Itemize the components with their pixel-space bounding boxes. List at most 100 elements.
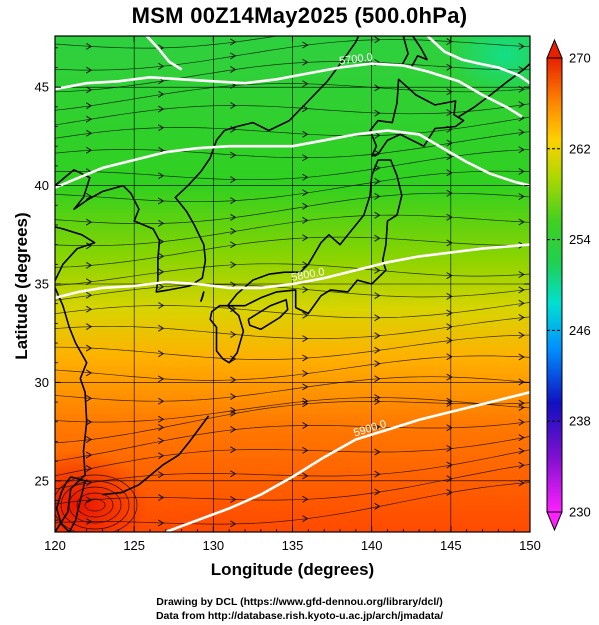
- streamline-arrow: [230, 305, 237, 313]
- streamline-arrow: [518, 146, 525, 154]
- x-tick-label: 120: [44, 538, 66, 553]
- streamline-arrow: [230, 393, 237, 400]
- streamline-arrow: [158, 415, 165, 423]
- streamline-arrow: [374, 398, 381, 405]
- streamline-arrow: [518, 101, 525, 108]
- streamline-arrow: [230, 102, 237, 109]
- streamline: [55, 131, 530, 159]
- streamline-arrow: [374, 488, 381, 496]
- streamline-arrow: [374, 211, 381, 219]
- streamline-arrow: [519, 18, 524, 24]
- streamline-arrow: [85, 193, 93, 200]
- streamline-arrow: [302, 80, 309, 88]
- streamline-arrow: [85, 218, 93, 226]
- streamline-arrow: [85, 146, 93, 154]
- streamline-arrow: [302, 397, 309, 405]
- streamline-arrow: [446, 239, 453, 247]
- y-tick-label: 40: [35, 178, 49, 193]
- streamline-arrow: [446, 400, 453, 407]
- streamline-swirl: [76, 492, 114, 518]
- streamline-arrow: [518, 286, 525, 294]
- streamline: [55, 83, 530, 111]
- streamline-arrow: [85, 344, 93, 352]
- streamline-arrow: [446, 424, 453, 432]
- streamline-arrow: [85, 436, 93, 443]
- streamline-arrow: [230, 355, 237, 363]
- streamline-arrow: [446, 272, 453, 279]
- streamline-arrow: [446, 38, 453, 45]
- streamline-arrow: [230, 66, 237, 73]
- streamline-arrow: [518, 218, 525, 226]
- streamline-arrow: [447, 15, 452, 21]
- streamline-arrow: [302, 58, 309, 66]
- streamline-arrow: [230, 407, 237, 414]
- streamline-arrow: [158, 172, 165, 180]
- contour-line: [55, 62, 523, 118]
- streamline-arrow: [158, 452, 165, 460]
- streamline-arrow: [158, 90, 165, 98]
- streamline-arrow: [518, 314, 525, 321]
- streamline-arrow: [158, 375, 165, 383]
- streamline-arrow: [85, 305, 93, 313]
- credit-data: Data from http://database.rish.kyoto-u.a…: [155, 610, 444, 622]
- streamline-arrow: [518, 168, 525, 175]
- streamline-arrow: [446, 293, 453, 300]
- streamline-arrow: [518, 434, 525, 441]
- x-tick-label: 130: [202, 538, 224, 553]
- contour-label: 5700.0: [339, 51, 374, 67]
- coastline-china-coast: [55, 226, 96, 532]
- streamline-arrow: [374, 314, 381, 322]
- streamline-arrow: [302, 515, 309, 522]
- colorbar-top-arrow: [546, 38, 563, 59]
- streamline-arrow: [446, 109, 453, 116]
- streamline-arrow: [85, 465, 93, 472]
- streamline-arrow: [446, 323, 453, 331]
- streamline-arrow: [374, 375, 381, 383]
- x-tick-label: 140: [361, 538, 383, 553]
- streamline-arrow: [230, 470, 237, 478]
- streamline-arrow: [230, 410, 237, 417]
- streamline-arrow: [446, 213, 453, 221]
- chart-title: MSM 00Z14May2025 (500.0hPa): [131, 3, 468, 28]
- coastlines: [55, 36, 530, 532]
- streamline: [55, 482, 530, 525]
- streamline-arrow: [446, 461, 453, 469]
- streamline-arrow: [518, 193, 525, 200]
- streamline-arrow: [374, 267, 381, 274]
- streamline-arrow: [303, 28, 308, 34]
- streamline-arrow: [85, 418, 93, 426]
- streamline-arrow: [85, 86, 93, 94]
- streamline-arrow: [230, 52, 237, 60]
- streamline-arrow: [85, 518, 93, 525]
- streamline-arrow: [302, 173, 309, 181]
- streamline-arrow: [230, 176, 237, 183]
- coastline-taiwan: [55, 476, 86, 532]
- streamline: [55, 103, 530, 126]
- y-axis-label: Latitude (degrees): [12, 212, 31, 360]
- streamline-arrow: [518, 378, 525, 386]
- streamline-arrow: [158, 519, 165, 527]
- streamline-arrow: [302, 217, 309, 224]
- contour-line: [55, 243, 530, 300]
- streamline-arrow: [230, 376, 237, 384]
- streamline-arrow: [85, 129, 93, 137]
- streamline-arrow: [158, 62, 165, 70]
- coastline-honshu: [226, 159, 403, 315]
- streamline-arrow: [230, 331, 237, 338]
- streamline-arrow: [302, 354, 309, 362]
- streamline-arrow: [446, 373, 453, 381]
- streamline-arrow: [85, 369, 93, 377]
- streamline-arrow: [374, 132, 381, 139]
- streamline: [55, 36, 279, 49]
- streamline-arrow: [230, 496, 237, 503]
- streamline-arrow: [158, 283, 165, 291]
- streamline-arrow: [158, 471, 165, 478]
- streamline: [55, 192, 530, 225]
- streamline-arrow: [158, 350, 165, 358]
- streamline-arrow: [518, 353, 525, 361]
- streamline: [55, 401, 530, 444]
- streamline-arrow: [85, 323, 93, 330]
- streamline-arrow: [302, 130, 309, 138]
- streamline-arrow: [302, 370, 309, 377]
- x-tick-label: 135: [282, 538, 304, 553]
